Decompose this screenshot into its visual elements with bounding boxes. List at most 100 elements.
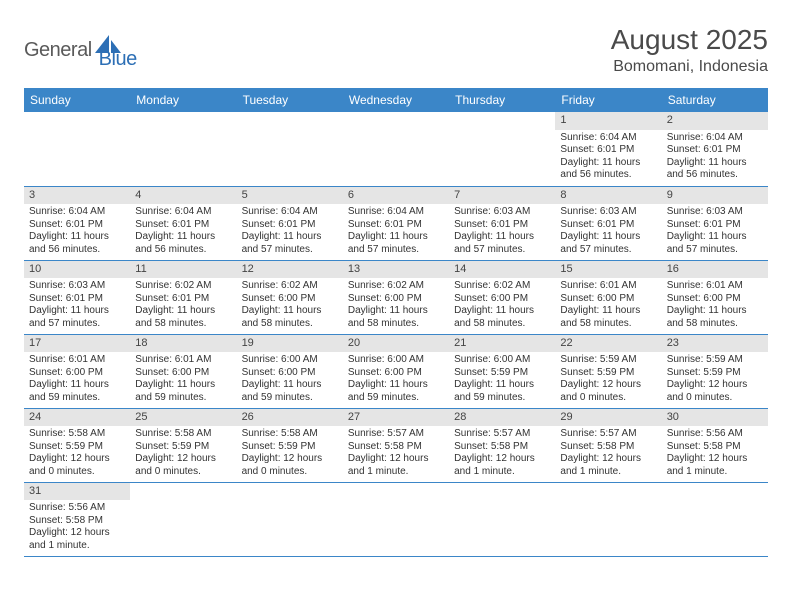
sunrise-line: Sunrise: 5:57 AM <box>454 428 550 441</box>
sunset-line: Sunset: 5:59 PM <box>29 441 125 454</box>
sunset-line: Sunset: 6:01 PM <box>560 144 656 157</box>
day-number: 19 <box>237 335 343 353</box>
daylight-line: Daylight: 12 hours and 0 minutes. <box>560 379 656 404</box>
sunrise-line: Sunrise: 6:02 AM <box>348 280 444 293</box>
sunset-line: Sunset: 5:58 PM <box>348 441 444 454</box>
cell-body: Sunrise: 6:04 AMSunset: 6:01 PMDaylight:… <box>24 204 130 259</box>
daylight-line: Daylight: 12 hours and 0 minutes. <box>667 379 763 404</box>
calendar-cell <box>449 482 555 556</box>
calendar-cell: 13Sunrise: 6:02 AMSunset: 6:00 PMDayligh… <box>343 260 449 334</box>
sunrise-line: Sunrise: 5:57 AM <box>560 428 656 441</box>
daylight-line: Daylight: 11 hours and 57 minutes. <box>667 231 763 256</box>
calendar-cell: 8Sunrise: 6:03 AMSunset: 6:01 PMDaylight… <box>555 186 661 260</box>
daylight-line: Daylight: 11 hours and 57 minutes. <box>242 231 338 256</box>
calendar-row: 1Sunrise: 6:04 AMSunset: 6:01 PMDaylight… <box>24 112 768 186</box>
day-number: 20 <box>343 335 449 353</box>
sunset-line: Sunset: 5:59 PM <box>560 367 656 380</box>
sunrise-line: Sunrise: 5:58 AM <box>29 428 125 441</box>
calendar-cell <box>343 112 449 186</box>
sunrise-line: Sunrise: 6:02 AM <box>454 280 550 293</box>
day-number: 9 <box>662 187 768 205</box>
calendar-cell: 2Sunrise: 6:04 AMSunset: 6:01 PMDaylight… <box>662 112 768 186</box>
day-number: 23 <box>662 335 768 353</box>
day-number: 2 <box>662 112 768 130</box>
sunrise-line: Sunrise: 6:03 AM <box>29 280 125 293</box>
cell-body: Sunrise: 6:02 AMSunset: 6:00 PMDaylight:… <box>343 278 449 333</box>
cell-body: Sunrise: 5:58 AMSunset: 5:59 PMDaylight:… <box>237 426 343 481</box>
sunrise-line: Sunrise: 6:03 AM <box>454 206 550 219</box>
day-number: 13 <box>343 261 449 279</box>
weekday-header: Friday <box>555 88 661 112</box>
calendar-cell <box>130 482 236 556</box>
day-number: 22 <box>555 335 661 353</box>
day-number: 21 <box>449 335 555 353</box>
daylight-line: Daylight: 11 hours and 56 minutes. <box>667 157 763 182</box>
cell-body: Sunrise: 6:04 AMSunset: 6:01 PMDaylight:… <box>343 204 449 259</box>
sunrise-line: Sunrise: 6:04 AM <box>29 206 125 219</box>
sunrise-line: Sunrise: 6:04 AM <box>348 206 444 219</box>
sunrise-line: Sunrise: 5:56 AM <box>667 428 763 441</box>
daylight-line: Daylight: 11 hours and 56 minutes. <box>135 231 231 256</box>
day-number: 5 <box>237 187 343 205</box>
weekday-header: Saturday <box>662 88 768 112</box>
calendar-cell: 31Sunrise: 5:56 AMSunset: 5:58 PMDayligh… <box>24 482 130 556</box>
sunrise-line: Sunrise: 6:01 AM <box>29 354 125 367</box>
calendar-cell <box>343 482 449 556</box>
cell-body: Sunrise: 6:00 AMSunset: 6:00 PMDaylight:… <box>237 352 343 407</box>
day-number: 18 <box>130 335 236 353</box>
calendar-cell: 6Sunrise: 6:04 AMSunset: 6:01 PMDaylight… <box>343 186 449 260</box>
cell-body: Sunrise: 6:01 AMSunset: 6:00 PMDaylight:… <box>130 352 236 407</box>
cell-body: Sunrise: 6:04 AMSunset: 6:01 PMDaylight:… <box>130 204 236 259</box>
calendar-cell <box>24 112 130 186</box>
day-number: 29 <box>555 409 661 427</box>
calendar-cell <box>237 112 343 186</box>
day-number: 10 <box>24 261 130 279</box>
cell-body: Sunrise: 6:01 AMSunset: 6:00 PMDaylight:… <box>555 278 661 333</box>
cell-body: Sunrise: 5:59 AMSunset: 5:59 PMDaylight:… <box>555 352 661 407</box>
calendar-row: 31Sunrise: 5:56 AMSunset: 5:58 PMDayligh… <box>24 482 768 556</box>
calendar-row: 17Sunrise: 6:01 AMSunset: 6:00 PMDayligh… <box>24 334 768 408</box>
daylight-line: Daylight: 11 hours and 58 minutes. <box>348 305 444 330</box>
sunset-line: Sunset: 6:01 PM <box>454 219 550 232</box>
sunset-line: Sunset: 6:01 PM <box>348 219 444 232</box>
sunrise-line: Sunrise: 5:59 AM <box>560 354 656 367</box>
sunrise-line: Sunrise: 6:01 AM <box>667 280 763 293</box>
logo-text-2: Blue <box>99 48 137 71</box>
daylight-line: Daylight: 11 hours and 58 minutes. <box>560 305 656 330</box>
daylight-line: Daylight: 11 hours and 58 minutes. <box>667 305 763 330</box>
calendar-page: General Blue August 2025 Bomomani, Indon… <box>0 0 792 567</box>
daylight-line: Daylight: 11 hours and 56 minutes. <box>560 157 656 182</box>
sunset-line: Sunset: 5:58 PM <box>667 441 763 454</box>
day-number: 11 <box>130 261 236 279</box>
calendar-cell: 3Sunrise: 6:04 AMSunset: 6:01 PMDaylight… <box>24 186 130 260</box>
cell-body: Sunrise: 6:00 AMSunset: 5:59 PMDaylight:… <box>449 352 555 407</box>
sunrise-line: Sunrise: 6:02 AM <box>242 280 338 293</box>
sunset-line: Sunset: 6:01 PM <box>29 293 125 306</box>
location: Bomomani, Indonesia <box>611 58 768 76</box>
sunset-line: Sunset: 6:01 PM <box>242 219 338 232</box>
calendar-cell: 27Sunrise: 5:57 AMSunset: 5:58 PMDayligh… <box>343 408 449 482</box>
sunrise-line: Sunrise: 6:01 AM <box>135 354 231 367</box>
calendar-cell <box>449 112 555 186</box>
calendar-row: 3Sunrise: 6:04 AMSunset: 6:01 PMDaylight… <box>24 186 768 260</box>
daylight-line: Daylight: 11 hours and 59 minutes. <box>29 379 125 404</box>
daylight-line: Daylight: 11 hours and 56 minutes. <box>29 231 125 256</box>
sunrise-line: Sunrise: 6:02 AM <box>135 280 231 293</box>
sunset-line: Sunset: 6:00 PM <box>29 367 125 380</box>
sunrise-line: Sunrise: 5:58 AM <box>242 428 338 441</box>
day-number: 6 <box>343 187 449 205</box>
day-number: 1 <box>555 112 661 130</box>
sunset-line: Sunset: 6:01 PM <box>135 293 231 306</box>
daylight-line: Daylight: 11 hours and 58 minutes. <box>454 305 550 330</box>
sunset-line: Sunset: 6:00 PM <box>135 367 231 380</box>
cell-body: Sunrise: 5:56 AMSunset: 5:58 PMDaylight:… <box>662 426 768 481</box>
daylight-line: Daylight: 12 hours and 0 minutes. <box>29 453 125 478</box>
sunset-line: Sunset: 6:00 PM <box>560 293 656 306</box>
sunrise-line: Sunrise: 6:04 AM <box>135 206 231 219</box>
calendar-cell <box>237 482 343 556</box>
sunset-line: Sunset: 5:59 PM <box>135 441 231 454</box>
sunset-line: Sunset: 5:59 PM <box>242 441 338 454</box>
cell-body: Sunrise: 5:58 AMSunset: 5:59 PMDaylight:… <box>130 426 236 481</box>
sunset-line: Sunset: 6:01 PM <box>560 219 656 232</box>
cell-body: Sunrise: 6:04 AMSunset: 6:01 PMDaylight:… <box>555 130 661 185</box>
